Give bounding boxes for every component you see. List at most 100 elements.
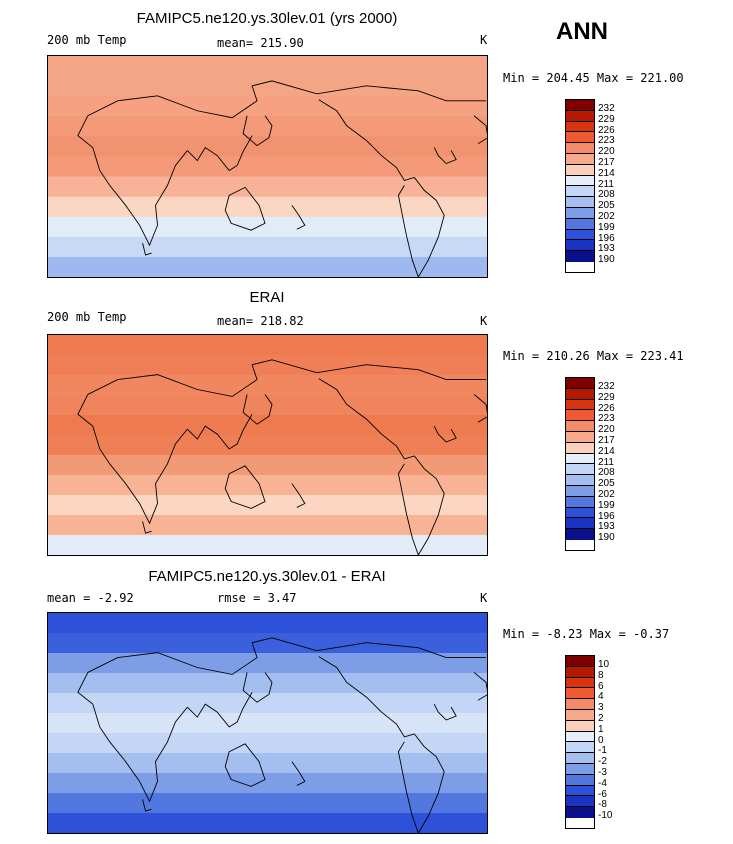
colorbar-swatch [566, 207, 594, 219]
colorbar-swatch [566, 666, 594, 678]
coastline [291, 205, 306, 230]
mean-label: mean= 218.82 [217, 314, 304, 328]
colorbar-ticks: 232 229 226 223 220 217 214 211 208 205 202 199 196 1… [598, 381, 615, 544]
coastline [242, 115, 273, 147]
colorbar-tick-label: 232 [598, 381, 615, 392]
colorbar-tick-label: 202 [598, 488, 615, 500]
colorbar-swatch [566, 796, 594, 808]
colorbar-tick-label: -10 [598, 810, 613, 822]
colorbar-tick-label: 199 [598, 499, 615, 511]
contour-band [48, 216, 487, 238]
coastline [291, 483, 306, 508]
colorbar-tick-label: 193 [598, 521, 615, 533]
coastline [142, 521, 152, 534]
colorbar-tick-label: 205 [598, 478, 615, 490]
contour-band [48, 136, 487, 158]
map-plot [47, 334, 488, 556]
contour-band [48, 515, 487, 536]
coastlines [77, 80, 487, 277]
colorbar-swatch [566, 464, 594, 476]
colorbar-tick-label: 202 [598, 210, 615, 222]
colorbar-tick-label: 208 [598, 467, 615, 479]
map-plot [47, 55, 488, 278]
colorbar-swatch [566, 421, 594, 432]
colorbar-tick-label: 190 [598, 254, 615, 266]
colorbar-swatch [566, 229, 594, 241]
colorbar-tick-label: 220 [598, 146, 615, 158]
colorbar-tick-label: 208 [598, 189, 615, 201]
colorbar-swatch [566, 197, 594, 208]
contour-band [48, 753, 487, 774]
contour-band [48, 673, 487, 694]
colorbar-tick-label: 223 [598, 413, 615, 425]
colorbar-swatch [566, 742, 594, 754]
colorbar-tick-label: 232 [598, 103, 615, 114]
colorbar-tick-label: 8 [598, 669, 604, 681]
contour-band [48, 176, 487, 198]
coastline [242, 394, 273, 425]
colorbar-swatch [566, 442, 594, 454]
colorbar-swatch [566, 688, 594, 700]
colorbar-swatch [566, 110, 594, 122]
units-label: K [480, 33, 488, 47]
coastline [187, 692, 253, 728]
colorbar-swatch [566, 399, 594, 411]
contour-band [48, 633, 487, 654]
min-max-label: Min = -8.23 Max = -0.37 [503, 627, 670, 641]
coastline [142, 799, 152, 812]
coastline [291, 761, 306, 786]
colorbar-swatch [566, 251, 594, 262]
coastline [87, 359, 487, 397]
colorbar-swatch [566, 496, 594, 508]
contour-band [48, 733, 487, 754]
colorbar-swatch [566, 507, 594, 519]
units-label: K [480, 591, 488, 605]
colorbar-ticks: 232 229 226 223 220 217 214 211 208 205 202 199 196 1… [598, 103, 615, 266]
colorbar-swatch [566, 774, 594, 786]
coastline [87, 80, 487, 119]
coastline [224, 186, 266, 231]
colorbar-tick-label: 10 [598, 659, 610, 670]
contour-band [48, 495, 487, 516]
colorbar-swatch [566, 410, 594, 422]
colorbar-tick-label: 226 [598, 124, 615, 136]
panel-title: FAMIPC5.ne120.ys.30lev.01 - ERAI [148, 568, 386, 585]
colorbar-swatch [566, 485, 594, 497]
colorbar-tick-label: 214 [598, 167, 615, 179]
colorbar-tick-label: 4 [598, 691, 604, 703]
colorbar-swatch [566, 431, 594, 443]
coastline [413, 733, 445, 833]
colorbar-swatch [566, 175, 594, 187]
contour-band [48, 236, 487, 258]
colorbar-tick-label: 214 [598, 445, 615, 457]
colorbar [565, 99, 595, 273]
contour-band [48, 693, 487, 714]
colorbar-swatch [566, 677, 594, 689]
coastline [413, 455, 445, 555]
contour-band [48, 613, 487, 634]
colorbar-tick-label: 0 [598, 734, 604, 746]
coastline [473, 115, 487, 144]
colorbar-swatch [566, 378, 594, 389]
coastlines [77, 359, 487, 555]
colorbar-tick-label: 1 [598, 723, 604, 735]
colorbar-tick-label: 2 [598, 712, 604, 724]
coastline [413, 177, 445, 277]
colorbar-tick-label: 196 [598, 232, 615, 244]
colorbar-swatch [566, 132, 594, 144]
colorbar-swatch [566, 529, 594, 540]
min-max-label: Min = 210.26 Max = 223.41 [503, 349, 684, 363]
colorbar-swatch [566, 218, 594, 230]
contour-band [48, 773, 487, 794]
coastline [473, 394, 487, 423]
coastline [242, 672, 273, 703]
contour-band [48, 793, 487, 814]
colorbar-tick-label: 220 [598, 424, 615, 436]
coastline [77, 394, 188, 525]
contour-band [48, 196, 487, 218]
map-canvas [48, 56, 487, 277]
colorbar-tick-label: -3 [598, 766, 607, 778]
colorbar-tick-label: 199 [598, 221, 615, 233]
colorbar-tick-label: 196 [598, 510, 615, 522]
colorbar-swatch [566, 388, 594, 400]
